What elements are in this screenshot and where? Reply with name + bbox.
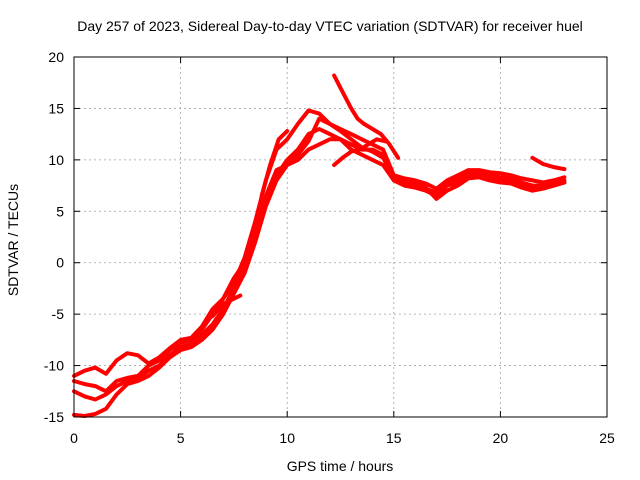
y-tick-label: 20 <box>48 49 64 65</box>
series-line-track-8 <box>530 155 567 172</box>
x-axis-label: GPS time / hours <box>287 458 394 474</box>
axis-ticks: 0 5 10 15 20 25 -15 -10 -5 0 5 10 15 20 <box>44 49 615 446</box>
y-tick-label: -10 <box>44 358 64 374</box>
y-axis-label: SDTVAR / TECUs <box>5 184 21 296</box>
chart-title: Day 257 of 2023, Sidereal Day-to-day VTE… <box>77 18 583 34</box>
x-tick-label: 20 <box>493 430 509 446</box>
data-series <box>72 73 567 418</box>
series-line-track-4 <box>72 108 567 378</box>
y-tick-label: -15 <box>44 409 64 425</box>
y-tick-label: 5 <box>56 203 64 219</box>
series-line-track-9 <box>259 129 290 198</box>
y-tick-label: 0 <box>56 255 64 271</box>
y-tick-label: 15 <box>48 100 64 116</box>
x-tick-label: 10 <box>279 430 295 446</box>
x-tick-label: 5 <box>177 430 185 446</box>
x-tick-label: 15 <box>386 430 402 446</box>
series-line-track-6 <box>332 137 388 167</box>
series-line-track-3 <box>72 116 567 418</box>
plot-frame <box>73 56 608 418</box>
series-line-track-2 <box>72 127 567 402</box>
y-tick-label: 10 <box>48 152 64 168</box>
series-line-track-7 <box>210 293 243 319</box>
x-tick-label: 25 <box>599 430 615 446</box>
x-tick-label: 0 <box>70 430 78 446</box>
y-tick-label: -5 <box>52 306 65 322</box>
